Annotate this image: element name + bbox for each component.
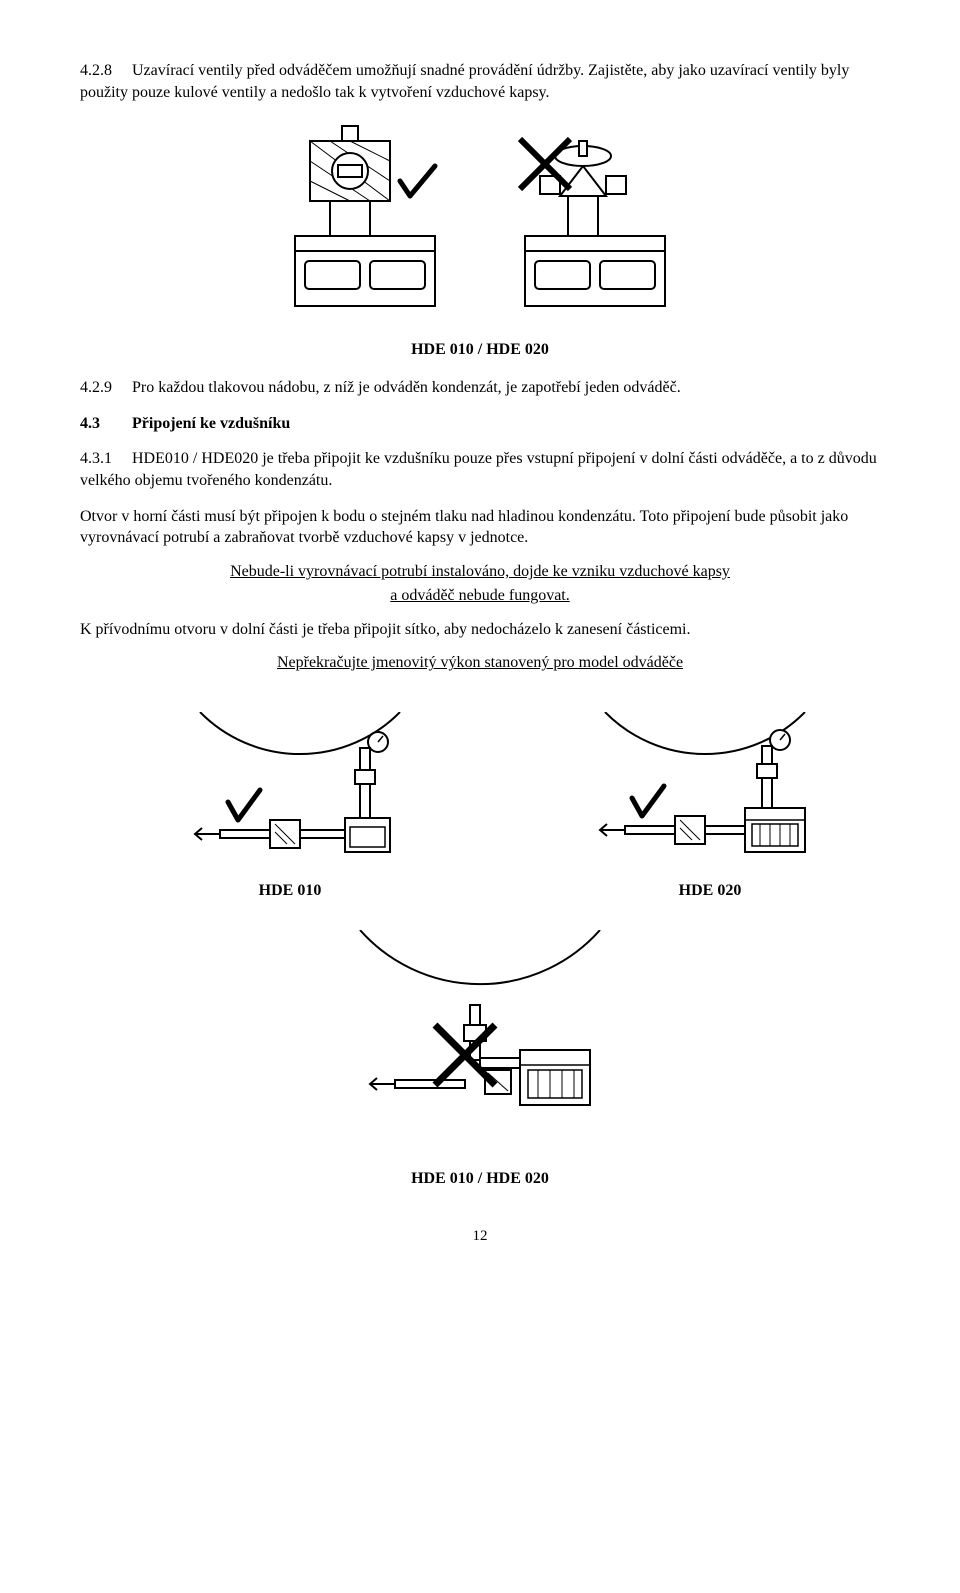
- page-number: 12: [80, 1228, 880, 1245]
- figure-tank-wrong: HDE 010 / HDE 020: [80, 930, 880, 1188]
- note-neprekracujte-text: Nepřekračujte jmenovitý výkon stanovený …: [277, 654, 683, 671]
- section-num-431: 4.3.1: [80, 448, 128, 470]
- section-title-43: Připojení ke vzdušníku: [132, 415, 290, 432]
- tank-wrong-icon: [340, 930, 620, 1160]
- section-4-3-1: 4.3.1 HDE010 / HDE020 je třeba připojit …: [80, 448, 880, 491]
- section-num-428: 4.2.8: [80, 60, 128, 82]
- section-text-431: HDE010 / HDE020 je třeba připojit ke vzd…: [80, 450, 877, 489]
- figure3-caption: HDE 010 / HDE 020: [411, 1170, 549, 1188]
- section-text-429: Pro každou tlakovou nádobu, z níž je odv…: [132, 379, 681, 396]
- figure-label-hde010: HDE 010: [259, 882, 322, 900]
- section-4-2-8: 4.2.8 Uzavírací ventily před odváděčem u…: [80, 60, 880, 103]
- valve-correct-icon: [280, 121, 450, 321]
- paragraph-otvor: Otvor v horní části musí být připojen k …: [80, 506, 880, 549]
- figure-valves: [80, 121, 880, 321]
- note-vyrovnavaci-text2: a odváděč nebude fungovat.: [390, 587, 569, 604]
- figure-tank-right: HDE 020: [580, 712, 840, 900]
- valve-wrong-icon: [510, 121, 680, 321]
- section-text-428: Uzavírací ventily před odváděčem umožňuj…: [80, 62, 849, 101]
- note-vyrovnavaci-line1: Nebude-li vyrovnávací potrubí instalován…: [80, 563, 880, 581]
- figure-tanks-pair: HDE 010: [160, 712, 840, 900]
- paragraph-privod: K přívodnímu otvoru v dolní části je tře…: [80, 619, 880, 641]
- figure1-caption: HDE 010 / HDE 020: [80, 341, 880, 359]
- tank-hde020-icon: [580, 712, 840, 872]
- section-4-2-9: 4.2.9 Pro každou tlakovou nádobu, z níž …: [80, 377, 880, 399]
- section-num-429: 4.2.9: [80, 377, 128, 399]
- section-4-3-heading: 4.3 Připojení ke vzdušníku: [80, 413, 880, 435]
- figure-label-hde020: HDE 020: [679, 882, 742, 900]
- tank-hde010-icon: [160, 712, 420, 872]
- note-vyrovnavaci-line2: a odváděč nebude fungovat.: [80, 587, 880, 605]
- note-vyrovnavaci-text1: Nebude-li vyrovnávací potrubí instalován…: [230, 563, 730, 580]
- note-neprekracujte: Nepřekračujte jmenovitý výkon stanovený …: [80, 654, 880, 672]
- figure-tank-left: HDE 010: [160, 712, 420, 900]
- section-num-43: 4.3: [80, 413, 128, 435]
